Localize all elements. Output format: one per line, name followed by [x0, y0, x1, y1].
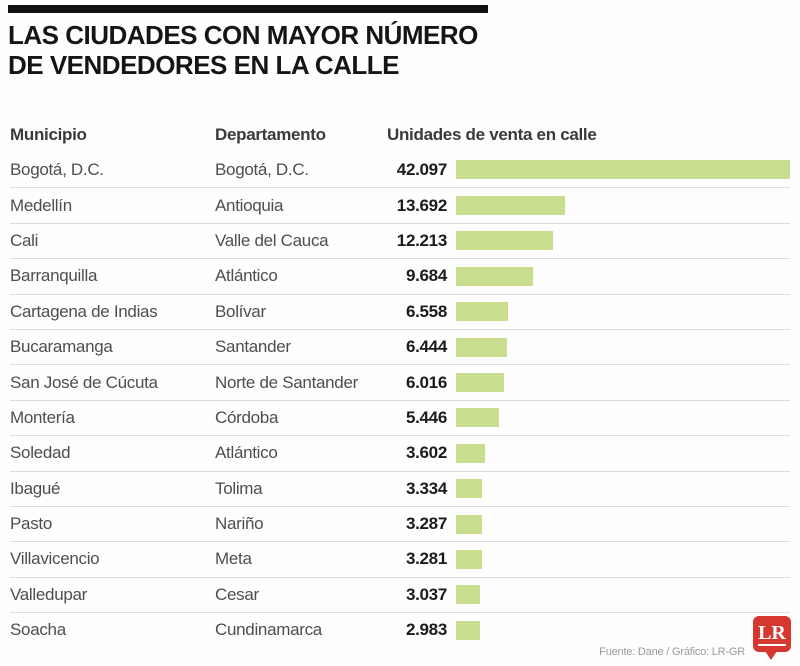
bar-cell	[447, 620, 790, 640]
value-bar	[456, 479, 483, 499]
table-row: Cali Valle del Cauca 12.213	[10, 222, 790, 258]
column-header-unidades: Unidades de venta en calle	[387, 125, 597, 144]
cell-value: 9.684	[405, 266, 447, 286]
bar-cell	[447, 302, 790, 322]
cell-departamento: Meta	[215, 549, 252, 569]
cell-departamento: Santander	[215, 337, 291, 357]
cell-municipio: Ibagué	[10, 478, 61, 498]
table-row: Bucaramanga Santander 6.444	[10, 328, 790, 364]
cell-value: 42.097	[396, 159, 448, 179]
cell-municipio: Bogotá, D.C.	[10, 159, 104, 179]
cell-municipio: Barranquilla	[10, 266, 98, 286]
value-bar	[456, 620, 480, 640]
table-row: Ibagué Tolima 3.334	[10, 470, 790, 506]
title-rule	[8, 5, 488, 13]
cell-departamento: Nariño	[215, 514, 264, 534]
table-row: Medellín Antioquia 13.692	[10, 187, 790, 222]
cell-value: 6.444	[405, 337, 447, 357]
cell-departamento: Cesar	[215, 584, 259, 604]
bar-cell	[447, 549, 790, 569]
cell-municipio: Cartagena de Indias	[10, 301, 158, 321]
value-bar	[456, 160, 790, 180]
cell-departamento: Norte de Santander	[215, 372, 358, 392]
value-bar	[456, 337, 508, 357]
bar-cell	[447, 337, 790, 357]
cell-value: 5.446	[405, 407, 447, 427]
bar-cell	[447, 443, 790, 463]
cell-departamento: Atlántico	[215, 266, 278, 286]
value-bar	[456, 196, 565, 216]
cell-municipio: San José de Cúcuta	[10, 372, 158, 392]
cell-departamento: Bolívar	[215, 301, 266, 321]
cell-value: 3.602	[405, 443, 447, 463]
bar-cell	[447, 373, 790, 393]
cell-departamento: Cundinamarca	[215, 620, 322, 640]
lr-logo-text: LR	[758, 622, 786, 646]
bar-cell	[447, 479, 790, 499]
value-bar	[456, 408, 500, 428]
bar-cell	[447, 585, 790, 605]
cell-value: 3.334	[405, 478, 447, 498]
table-row: Montería Córdoba 5.446	[10, 399, 790, 435]
bar-cell	[447, 160, 790, 180]
table-row: Barranquilla Atlántico 9.684	[10, 258, 790, 293]
value-bar	[456, 549, 483, 569]
table-body: Bogotá, D.C. Bogotá, D.C. 42.097 Medellí…	[10, 152, 790, 647]
bar-cell	[447, 408, 790, 428]
table-row: Soacha Cundinamarca 2.983	[10, 612, 790, 647]
cell-municipio: Pasto	[10, 514, 52, 534]
page-title-line2: DE VENDEDORES EN LA CALLE	[8, 50, 400, 80]
table-header-row: Municipio Departamento Unidades de venta…	[10, 122, 790, 148]
source-note: Fuente: Dane / Gráfico: LR-GR	[599, 646, 745, 658]
cell-departamento: Bogotá, D.C.	[215, 159, 309, 179]
cell-municipio: Montería	[10, 407, 75, 427]
column-header-departamento: Departamento	[215, 125, 326, 144]
table-row: San José de Cúcuta Norte de Santander 6.…	[10, 364, 790, 399]
value-bar	[456, 266, 533, 286]
cell-departamento: Antioquia	[215, 195, 284, 215]
cell-municipio: Villavicencio	[10, 549, 100, 569]
table-row: Cartagena de Indias Bolívar 6.558	[10, 293, 790, 329]
bar-cell	[447, 266, 790, 286]
value-bar	[456, 514, 483, 534]
table-row: Bogotá, D.C. Bogotá, D.C. 42.097	[10, 152, 790, 187]
table-row: Valledupar Cesar 3.037	[10, 576, 790, 612]
cell-municipio: Valledupar	[10, 584, 88, 604]
cell-municipio: Soacha	[10, 620, 66, 640]
cell-departamento: Córdoba	[215, 407, 279, 427]
cell-municipio: Medellín	[10, 195, 72, 215]
vendors-table: Municipio Departamento Unidades de venta…	[10, 122, 790, 647]
cell-value: 6.558	[405, 301, 447, 321]
lr-logo-tail-icon	[765, 651, 777, 660]
table-row: Pasto Nariño 3.287	[10, 505, 790, 541]
cell-value: 2.983	[405, 620, 447, 640]
cell-departamento: Tolima	[215, 478, 263, 498]
column-header-municipio: Municipio	[10, 125, 87, 144]
cell-value: 3.281	[405, 549, 447, 569]
cell-value: 6.016	[405, 372, 447, 392]
value-bar	[456, 443, 485, 463]
cell-value: 3.037	[405, 584, 447, 604]
value-bar	[456, 231, 553, 251]
table-row: Soledad Atlántico 3.602	[10, 435, 790, 470]
page-title-line1: LAS CIUDADES CON MAYOR NÚMERO	[8, 20, 478, 50]
bar-cell	[447, 231, 790, 251]
bar-cell	[447, 514, 790, 534]
cell-municipio: Bucaramanga	[10, 337, 113, 357]
value-bar	[456, 302, 509, 322]
lr-logo: LR	[753, 616, 791, 660]
cell-departamento: Atlántico	[215, 443, 278, 463]
cell-municipio: Soledad	[10, 443, 71, 463]
table-row: Villavicencio Meta 3.281	[10, 541, 790, 576]
cell-municipio: Cali	[10, 230, 39, 250]
cell-value: 12.213	[396, 230, 448, 250]
bar-cell	[447, 196, 790, 216]
cell-value: 13.692	[396, 195, 448, 215]
value-bar	[456, 373, 504, 393]
cell-value: 3.287	[405, 514, 447, 534]
value-bar	[456, 585, 481, 605]
cell-departamento: Valle del Cauca	[215, 230, 329, 250]
page-title: LAS CIUDADES CON MAYOR NÚMERO DE VENDEDO…	[8, 20, 478, 80]
